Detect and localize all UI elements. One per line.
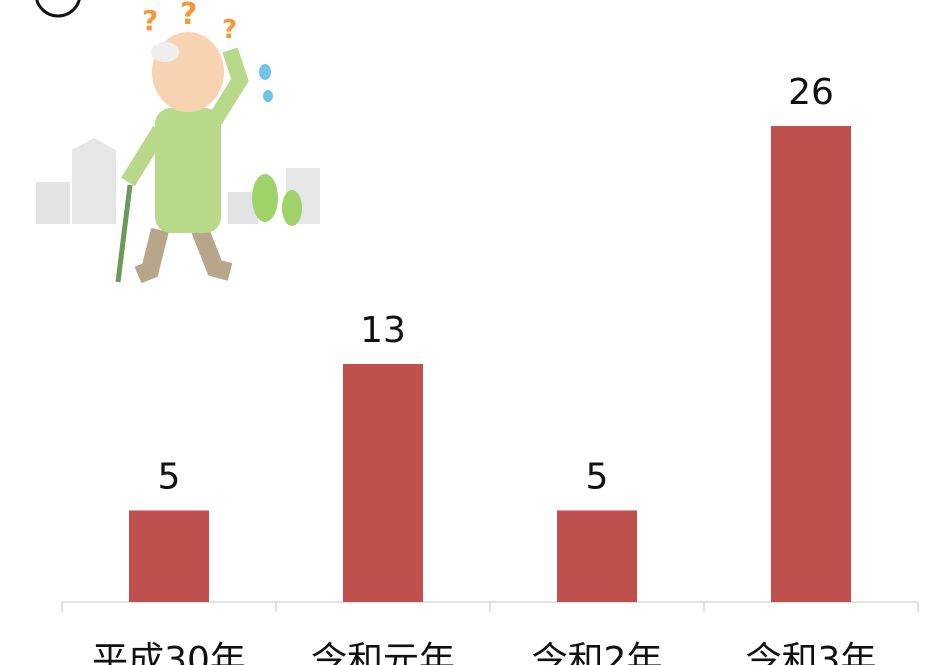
- x-tick-label: 平成30年: [92, 640, 246, 665]
- bar: [557, 510, 637, 602]
- data-label: 26: [788, 72, 834, 113]
- data-label: 5: [158, 456, 181, 497]
- bar: [343, 364, 423, 602]
- bar: [129, 510, 209, 602]
- data-label: 5: [586, 456, 609, 497]
- x-tick-label: 令和元年: [311, 640, 455, 665]
- svg-text:?: ?: [142, 4, 158, 37]
- data-label: 13: [360, 310, 406, 351]
- illustration: ? ? ?: [36, 0, 320, 282]
- bar: [771, 126, 851, 602]
- chart: ? ? ? 平成30年 5 令和元年 13 令和2年 5 令和3年 26: [0, 0, 932, 665]
- svg-text:?: ?: [180, 0, 197, 32]
- x-tick-label: 令和2年: [532, 640, 663, 665]
- svg-text:?: ?: [222, 15, 237, 45]
- x-tick-label: 令和3年: [746, 640, 877, 665]
